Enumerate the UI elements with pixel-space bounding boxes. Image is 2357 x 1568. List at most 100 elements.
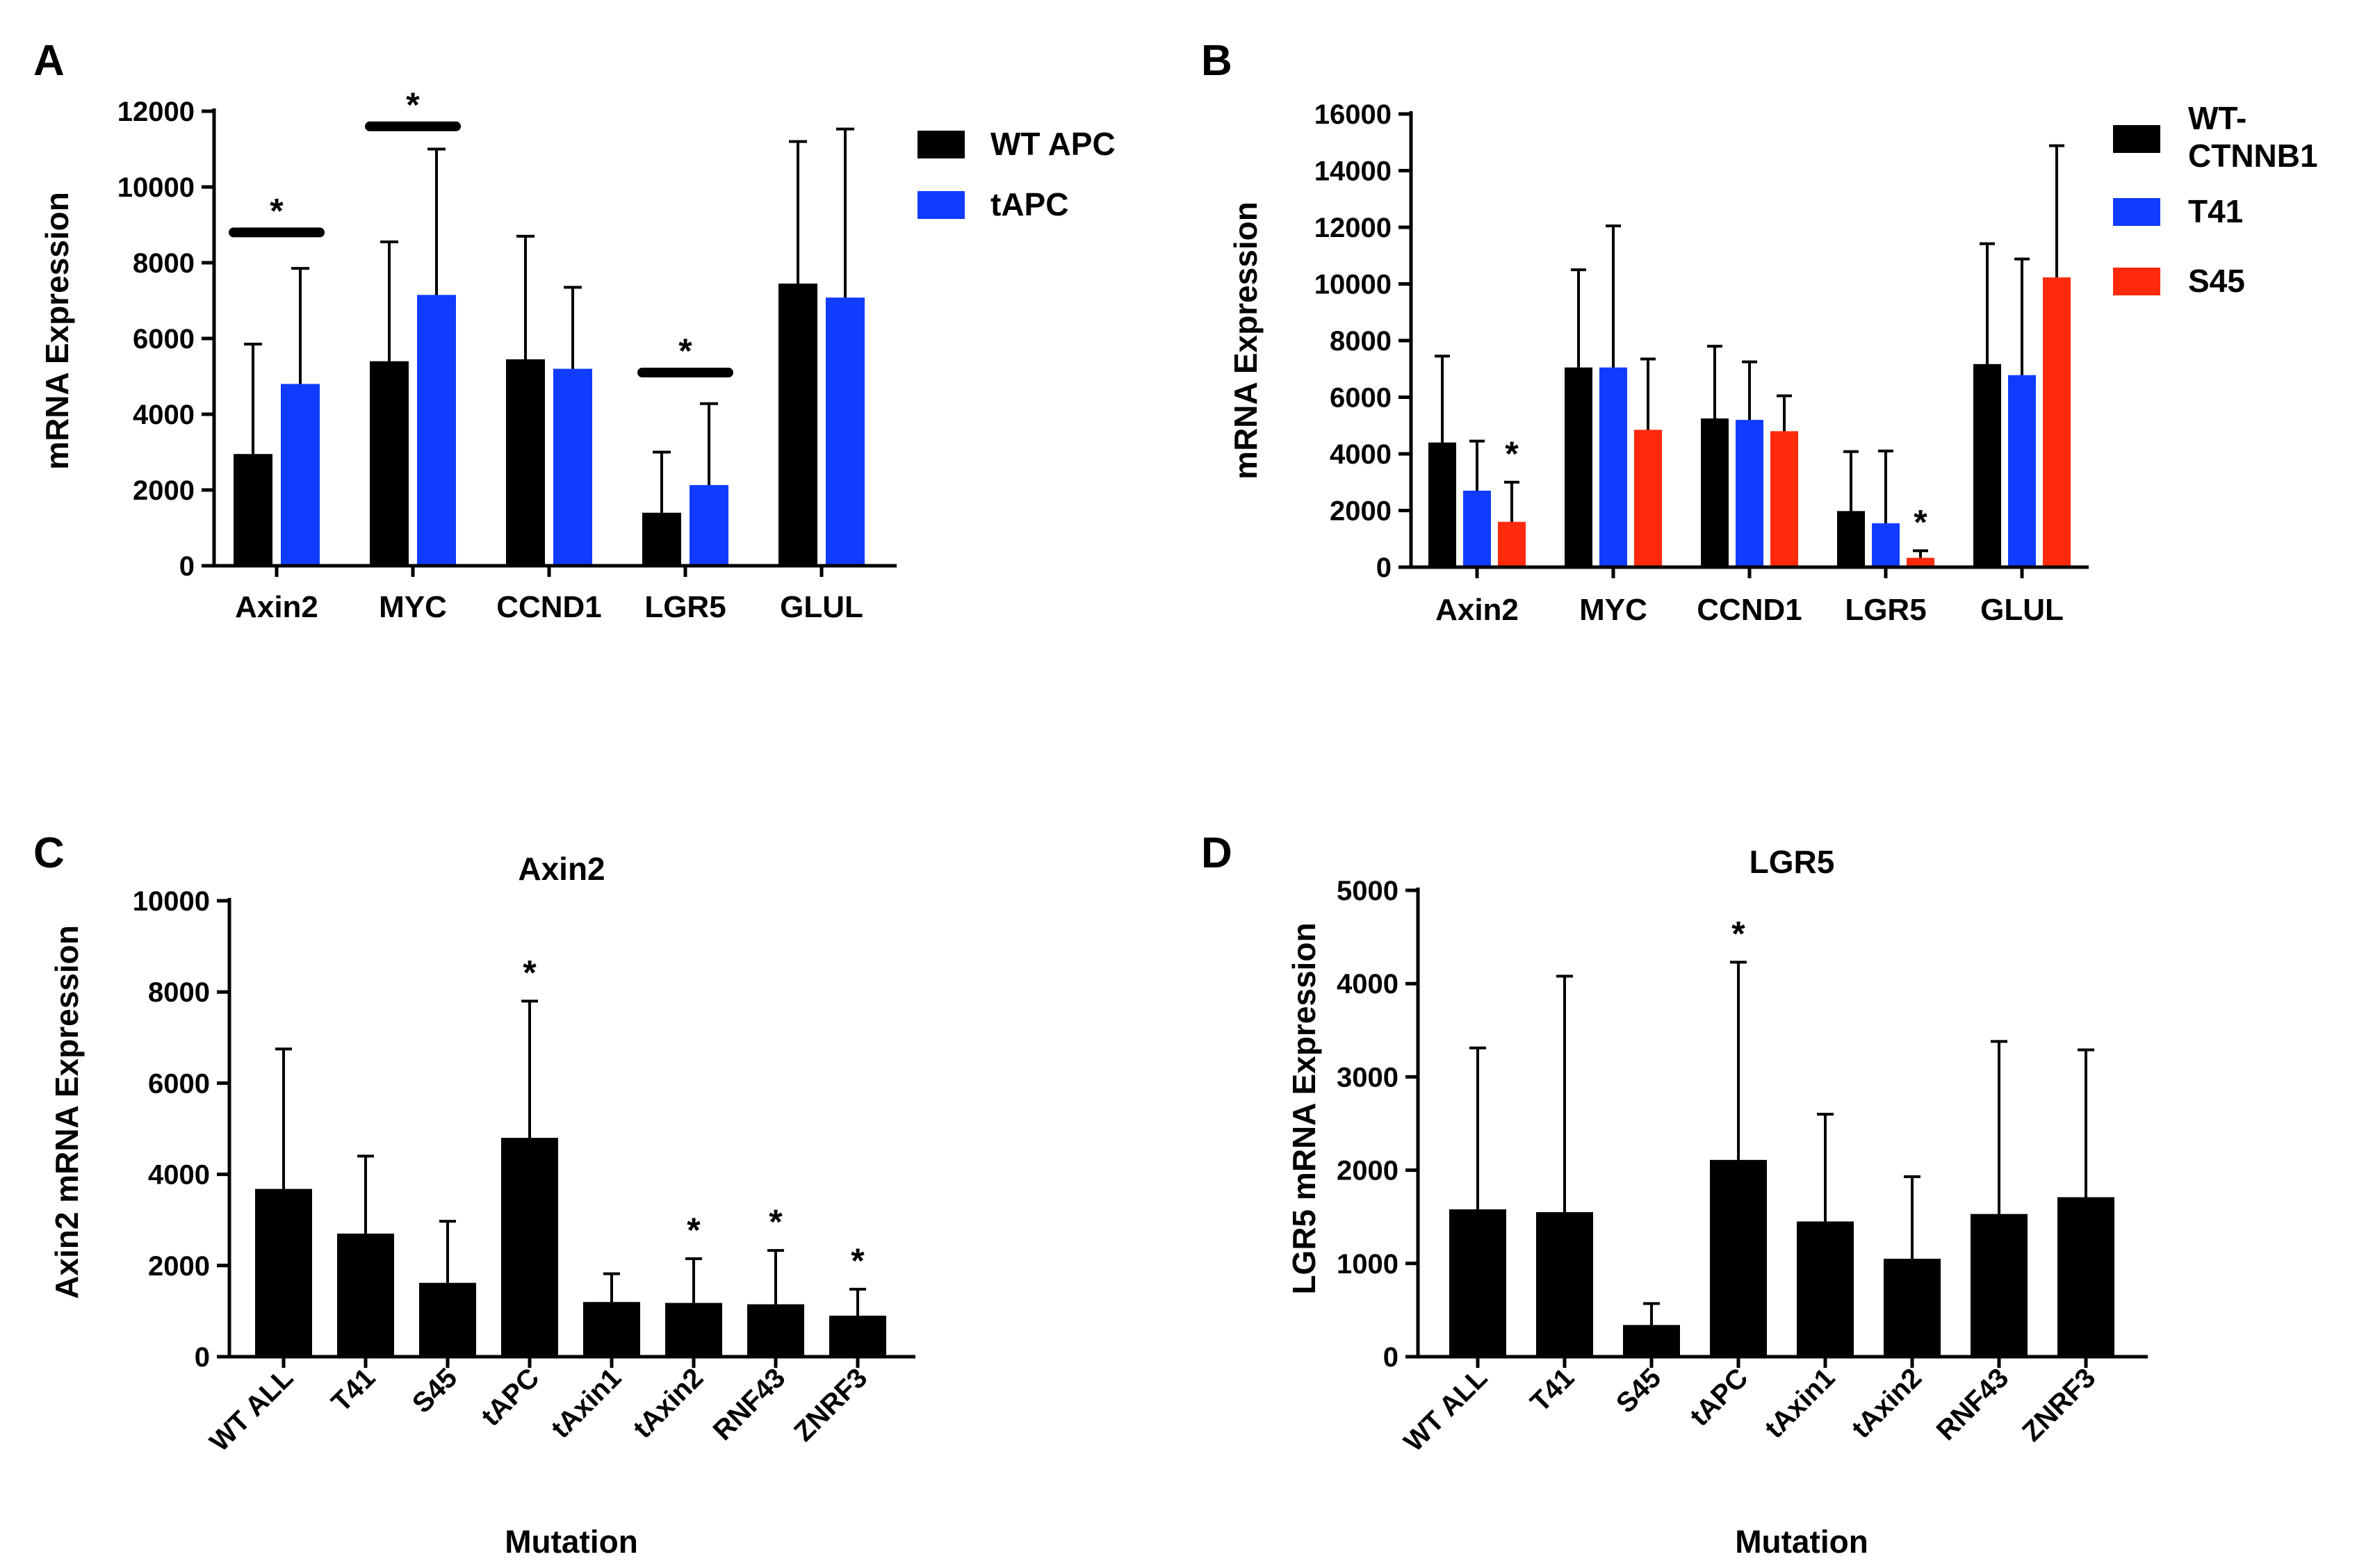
panel-c-ytick-label-4000: 4000 [148, 1160, 210, 1191]
panel-letter-a: A [33, 37, 65, 85]
panel-c-xtick-label-tapc: tAPC [475, 1362, 545, 1432]
panel-b-xtick-label-ccnd1: CCND1 [1697, 593, 1802, 627]
panel-b-bar-wt-ctnnb1-ccnd1 [1701, 418, 1729, 567]
panel-letter-b: B [1201, 37, 1232, 85]
panel-d-xtick-label-tapc: tAPC [1684, 1362, 1754, 1432]
panel-a-bar-tapc-ccnd1 [553, 368, 592, 566]
panel-c-ytick-label-10000: 10000 [133, 886, 210, 917]
panel-b-bar-s45-lgr5 [1907, 557, 1934, 567]
panel-d-xlabel: Mutation [1735, 1524, 1868, 1560]
panel-b-bar-wt-ctnnb1-lgr5 [1837, 511, 1865, 567]
panel-b-ytick-label-14000: 14000 [1314, 156, 1392, 187]
panel-b-bar-s45-myc [1634, 430, 1662, 567]
legend-label-wt-ctnnb1: WT- CTNNB1 [2188, 100, 2318, 174]
panel-a-chart: 0 2000 4000 6000 8000 10000 12000 Axin2 MYC CCND1… [117, 85, 897, 624]
panel-c-bar-series-t41 [337, 1233, 394, 1357]
panel-b-bar-t41-axin2 [1463, 490, 1491, 567]
panel-d-xtick-label-wt-all: WT ALL [1398, 1362, 1493, 1457]
panel-c-ytick-label-6000: 6000 [148, 1068, 210, 1099]
panel-c-bar-series-wt-all [255, 1189, 312, 1357]
panel-a-xtick-label-lgr5: LGR5 [644, 590, 726, 624]
panel-d-xtick-label-rnf43: RNF43 [1931, 1362, 2015, 1446]
legend-swatch-tapc [917, 191, 965, 219]
panel-b-ytick-label-16000: 16000 [1314, 99, 1392, 130]
panel-b-xtick-label-glul: GLUL [1980, 593, 2064, 627]
panel-b-bar-s45-axin2 [1498, 521, 1526, 567]
panel-d-xtick-label-taxin1: tAxin1 [1759, 1362, 1841, 1444]
panel-a-ytick-label-12000: 12000 [117, 97, 195, 127]
panel-a-bar-wt-apc-myc [370, 361, 409, 566]
legend-swatch-wt-apc [917, 131, 965, 158]
panel-a-xtick-label-glul: GLUL [780, 590, 863, 624]
panel-a-xtick-label-axin2: Axin2 [235, 590, 318, 624]
panel-c-title: Axin2 [518, 851, 605, 887]
legend-label-tapc: tAPC [990, 186, 1068, 222]
panel-b-significance-star-lgr5: * [1914, 503, 1927, 541]
panel-c-bar-series-znrf3 [829, 1315, 886, 1357]
legend-label-wt-ctnnb1-line1: WT- [2188, 100, 2246, 136]
legend-label-wt-ctnnb1-line2: CTNNB1 [2188, 138, 2318, 174]
panel-c-ytick-label-8000: 8000 [148, 977, 210, 1008]
panel-b-bar-s45-glul [2043, 277, 2071, 567]
panel-d-bar-series-znrf3 [2057, 1197, 2114, 1357]
panel-a-ytick-label-6000: 6000 [133, 324, 195, 354]
panel-c-xtick-label-rnf43: RNF43 [708, 1362, 792, 1446]
panel-a: A 0 2000 4000 6000 8000 10000 12000 Axin2 MYC CCN… [33, 37, 1116, 624]
panel-a-ytick-label-0: 0 [179, 551, 195, 582]
panel-d-ytick-label-1000: 1000 [1337, 1249, 1398, 1280]
panel-b-bar-wt-ctnnb1-myc [1565, 367, 1592, 567]
panel-a-ytick-label-4000: 4000 [133, 400, 195, 430]
panel-d-ytick-label-4000: 4000 [1337, 969, 1398, 999]
panel-c-xtick-label-taxin2: tAxin2 [628, 1362, 710, 1444]
panel-b-xtick-label-lgr5: LGR5 [1845, 593, 1926, 627]
panel-c-xtick-label-znrf3: ZNRF3 [788, 1362, 873, 1447]
panel-b-ytick-label-10000: 10000 [1314, 270, 1392, 300]
panel-a-bar-tapc-myc [417, 295, 456, 566]
panel-d-ytick-label-3000: 3000 [1337, 1062, 1398, 1093]
panel-c-ytick-label-0: 0 [195, 1342, 210, 1373]
panel-letter-d: D [1201, 829, 1232, 877]
panel-b-bar-s45-ccnd1 [1770, 431, 1798, 567]
panel-c-ytick-label-2000: 2000 [148, 1251, 210, 1282]
panel-c-significance-star-znrf3: * [851, 1241, 865, 1280]
panel-d-bar-series-s45 [1623, 1325, 1680, 1357]
panel-a-bar-wt-apc-ccnd1 [506, 359, 545, 566]
panel-a-bar-tapc-glul [826, 297, 865, 566]
panel-a-xtick-label-myc: MYC [379, 590, 447, 624]
panel-c-xtick-label-taxin1: tAxin1 [546, 1362, 628, 1444]
panel-c-xtick-label-t41: T41 [326, 1362, 382, 1418]
panel-c-xtick-label-wt-all: WT ALL [204, 1362, 299, 1457]
panel-c-bar-series-taxin2 [665, 1302, 722, 1357]
panel-a-significance-star-lgr5: * [678, 332, 692, 370]
panel-b-ytick-label-4000: 4000 [1330, 439, 1392, 470]
panel-b-bar-t41-ccnd1 [1736, 420, 1763, 567]
panel-b-ytick-label-12000: 12000 [1314, 213, 1392, 243]
panel-a-significance-star-axin2: * [270, 191, 284, 230]
panel-b-bar-t41-lgr5 [1872, 523, 1900, 567]
legend-swatch-s45 [2113, 268, 2160, 295]
panel-d-bar-series-tapc [1710, 1159, 1767, 1357]
legend-label-wt-apc: WT APC [990, 126, 1116, 162]
legend-label-s45: S45 [2188, 263, 2245, 299]
panel-d-bar-series-wt-all [1449, 1209, 1506, 1357]
panel-c-bar-series-s45 [419, 1282, 476, 1357]
legend-swatch-t41 [2113, 198, 2160, 226]
panel-a-bar-wt-apc-glul [778, 283, 817, 566]
panel-c-xlabel: Mutation [505, 1524, 638, 1560]
panel-b-ytick-label-0: 0 [1376, 553, 1392, 583]
panel-a-ylabel: mRNA Expression [39, 192, 75, 470]
panel-d-xtick-label-taxin2: tAxin2 [1846, 1362, 1928, 1444]
legend-label-t41: T41 [2188, 193, 2243, 229]
panel-b-ylabel: mRNA Expression [1228, 202, 1264, 480]
panel-b-legend: WT- CTNNB1 T41 S45 [2113, 100, 2318, 299]
panel-c-xtick-label-s45: S45 [407, 1362, 463, 1419]
panel-d-bar-series-taxin2 [1884, 1259, 1941, 1357]
panel-c-significance-star-rnf43: * [769, 1202, 783, 1241]
panel-b-bar-wt-ctnnb1-glul [1973, 364, 2001, 567]
panel-d-ytick-label-0: 0 [1383, 1342, 1398, 1373]
panel-b-ytick-label-6000: 6000 [1330, 383, 1392, 414]
panel-d-bar-series-taxin1 [1797, 1221, 1854, 1357]
